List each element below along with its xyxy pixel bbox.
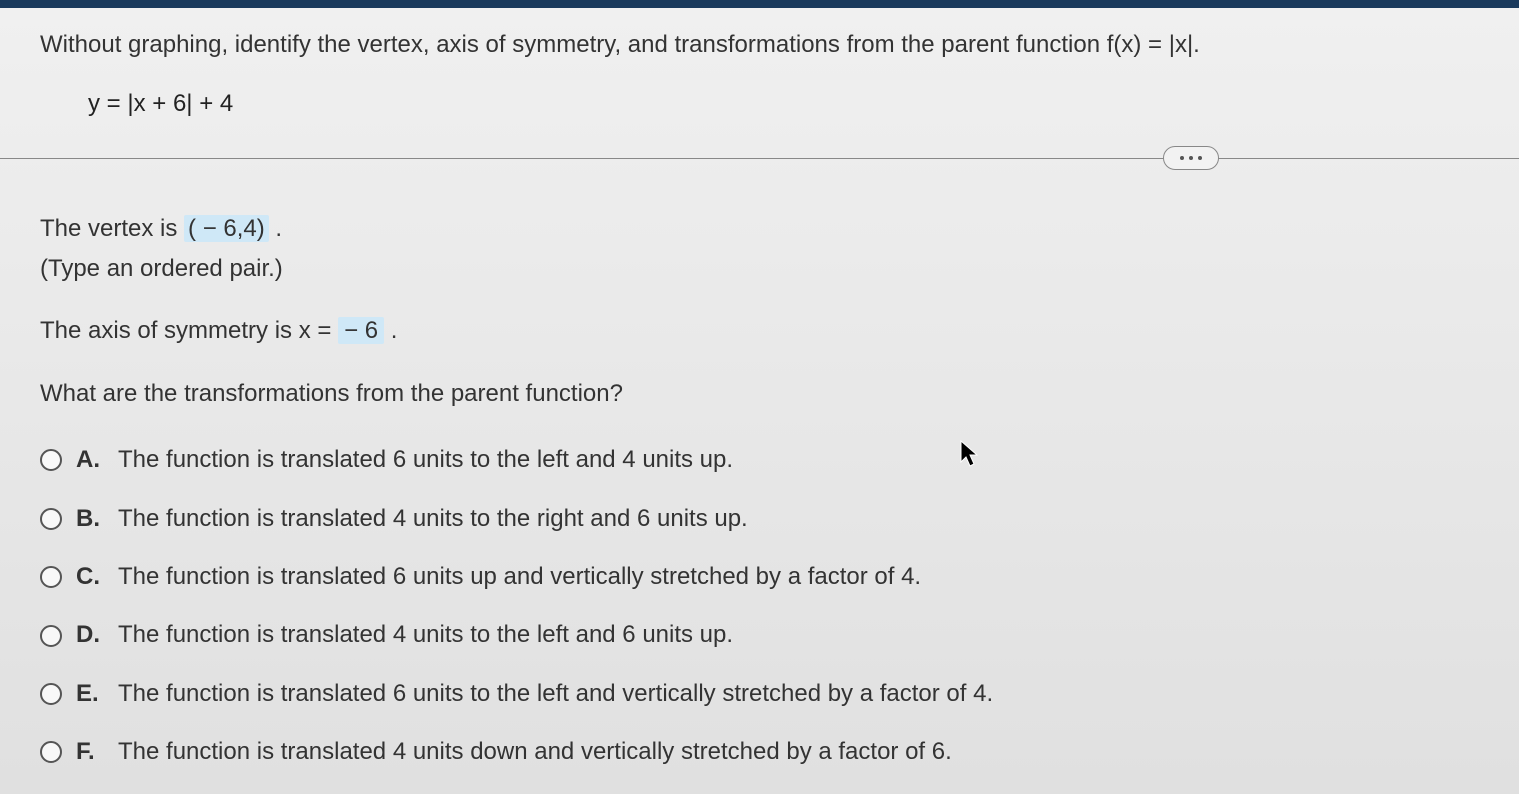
radio-icon[interactable] [40, 508, 62, 530]
ellipsis-icon [1180, 156, 1184, 160]
option-text: The function is translated 6 units to th… [118, 441, 733, 479]
option-text: The function is translated 6 units up an… [118, 558, 921, 596]
window-top-bar [0, 0, 1519, 8]
option-letter: D. [76, 616, 104, 654]
axis-suffix: . [391, 317, 398, 344]
vertex-hint: (Type an ordered pair.) [40, 250, 1479, 288]
option-text: The function is translated 4 units to th… [118, 616, 733, 654]
option-c[interactable]: C. The function is translated 6 units up… [40, 558, 1479, 596]
radio-icon[interactable] [40, 449, 62, 471]
option-f[interactable]: F. The function is translated 4 units do… [40, 733, 1479, 771]
radio-icon[interactable] [40, 566, 62, 588]
prompt-text: Without graphing, identify the vertex, a… [40, 28, 1479, 62]
option-e[interactable]: E. The function is translated 6 units to… [40, 675, 1479, 713]
options-group: A. The function is translated 6 units to… [40, 441, 1479, 771]
answer-block: The vertex is ( − 6,4) . (Type an ordere… [40, 210, 1479, 772]
option-a[interactable]: A. The function is translated 6 units to… [40, 441, 1479, 479]
vertex-prefix: The vertex is [40, 215, 184, 242]
axis-line: The axis of symmetry is x = − 6 . [40, 312, 1479, 350]
more-options-button[interactable] [1163, 146, 1219, 170]
question-content: Without graphing, identify the vertex, a… [0, 8, 1519, 772]
vertex-line: The vertex is ( − 6,4) . [40, 210, 1479, 248]
transformation-question: What are the transformations from the pa… [40, 375, 1479, 413]
option-letter: A. [76, 441, 104, 479]
ellipsis-icon [1198, 156, 1202, 160]
radio-icon[interactable] [40, 625, 62, 647]
equation-text: y = |x + 6| + 4 [88, 90, 1479, 118]
radio-icon[interactable] [40, 741, 62, 763]
axis-prefix: The axis of symmetry is x = [40, 317, 338, 344]
axis-input[interactable]: − 6 [338, 317, 384, 344]
option-letter: C. [76, 558, 104, 596]
option-letter: F. [76, 733, 104, 771]
option-letter: E. [76, 675, 104, 713]
option-text: The function is translated 4 units to th… [118, 500, 748, 538]
vertex-suffix: . [275, 215, 282, 242]
option-b[interactable]: B. The function is translated 4 units to… [40, 500, 1479, 538]
option-letter: B. [76, 500, 104, 538]
section-divider [40, 146, 1479, 174]
option-text: The function is translated 4 units down … [118, 733, 952, 771]
ellipsis-icon [1189, 156, 1193, 160]
option-text: The function is translated 6 units to th… [118, 675, 993, 713]
radio-icon[interactable] [40, 683, 62, 705]
option-d[interactable]: D. The function is translated 4 units to… [40, 616, 1479, 654]
vertex-input[interactable]: ( − 6,4) [184, 215, 269, 242]
divider-line [0, 158, 1519, 159]
